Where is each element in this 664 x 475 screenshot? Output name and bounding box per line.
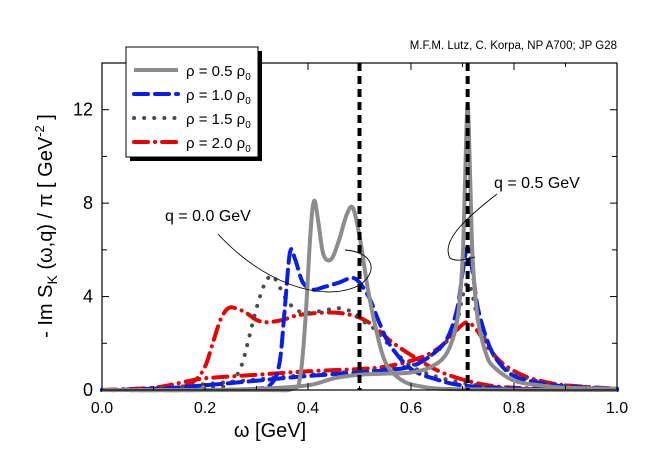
y-axis-label: - Im SK (ω,q) / π [ GeV-2 ] bbox=[32, 114, 60, 338]
reference-lines bbox=[357, 63, 470, 390]
annotation-q05-arrow bbox=[447, 193, 498, 261]
annotation-q0: q = 0.0 GeV bbox=[165, 208, 251, 225]
legend-label: ρ = 1.5 ρ0 bbox=[186, 111, 251, 131]
x-axis-label: ω [GeV] bbox=[234, 420, 306, 442]
x-tick-label: 0.2 bbox=[194, 400, 216, 417]
y-tick-label: 4 bbox=[83, 287, 93, 307]
x-tick-label: 1.0 bbox=[606, 400, 628, 417]
series-line-solid-q0 bbox=[101, 198, 618, 393]
annotation-q05: q = 0.5 GeV bbox=[494, 175, 580, 192]
citation: M.F.M. Lutz, C. Korpa, NP A700; JP G28 bbox=[410, 40, 617, 52]
x-tick-label: 0.4 bbox=[297, 400, 319, 417]
x-tick-labels: 0.0 0.2 0.4 0.6 0.8 1.0 bbox=[91, 400, 628, 417]
y-tick-label: 8 bbox=[83, 193, 93, 213]
x-tick-label: 0.6 bbox=[400, 400, 422, 417]
series-line-dot-q0 bbox=[100, 273, 619, 393]
x-tick-label: 0.8 bbox=[503, 400, 525, 417]
legend: ρ = 0.5 ρ0 ρ = 1.0 ρ0 ρ = 1.5 ρ0 ρ = 2.0 ρ0 bbox=[125, 46, 262, 161]
legend-label: ρ = 2.0 ρ0 bbox=[186, 135, 251, 155]
legend-label: ρ = 0.5 ρ0 bbox=[186, 63, 251, 83]
legend-label: ρ = 1.0 ρ0 bbox=[186, 87, 251, 107]
legend-box bbox=[125, 46, 259, 158]
y-tick-label: 0 bbox=[83, 380, 93, 400]
y-tick-labels: 0 4 8 12 bbox=[73, 100, 93, 400]
series-line-solid-q05 bbox=[101, 102, 618, 393]
y-tick-label: 12 bbox=[73, 100, 93, 120]
annotation-q0-arrow bbox=[217, 233, 372, 293]
x-tick-label: 0.0 bbox=[91, 400, 113, 417]
series-line-dashdot-q0 bbox=[100, 305, 619, 393]
curves-layer bbox=[100, 102, 619, 393]
